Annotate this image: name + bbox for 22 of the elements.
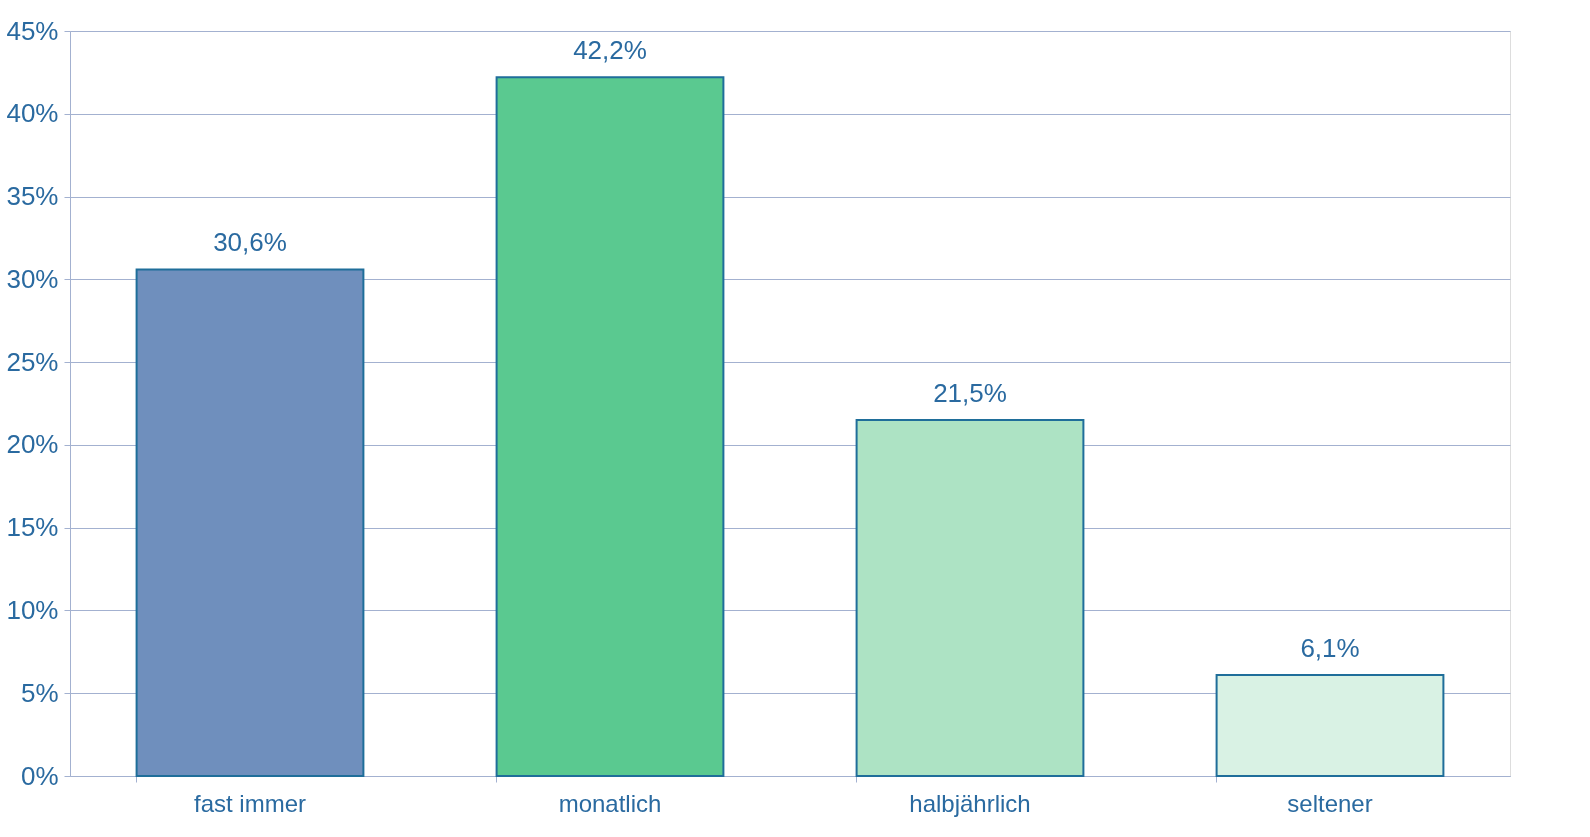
data-label: 42,2%: [573, 35, 647, 66]
x-tick-label: fast immer: [193, 789, 307, 817]
data-label: 6,1%: [1300, 633, 1360, 664]
y-tick-label: 15%: [6, 512, 59, 543]
y-tick-label: 20%: [6, 429, 59, 460]
bar: [135, 268, 365, 777]
bar: [855, 419, 1085, 777]
y-tick-label: 25%: [6, 346, 59, 377]
y-tick-label: 30%: [6, 263, 59, 294]
y-tick-label: 40%: [6, 98, 59, 129]
bar: [1215, 674, 1445, 777]
y-tick-label: 35%: [6, 181, 59, 212]
y-tick-label: 5%: [20, 677, 59, 708]
x-tick-label: monatlich: [558, 789, 662, 817]
y-tick-label: 0%: [20, 760, 59, 791]
y-tick-label: 45%: [6, 15, 59, 46]
bar: [495, 76, 725, 777]
data-label: 30,6%: [213, 227, 287, 258]
data-label: 21,5%: [933, 378, 1007, 409]
x-tick-label: seltener: [1287, 789, 1373, 817]
x-tick-label: halbjährlich: [909, 789, 1031, 817]
y-tick-label: 10%: [6, 594, 59, 625]
